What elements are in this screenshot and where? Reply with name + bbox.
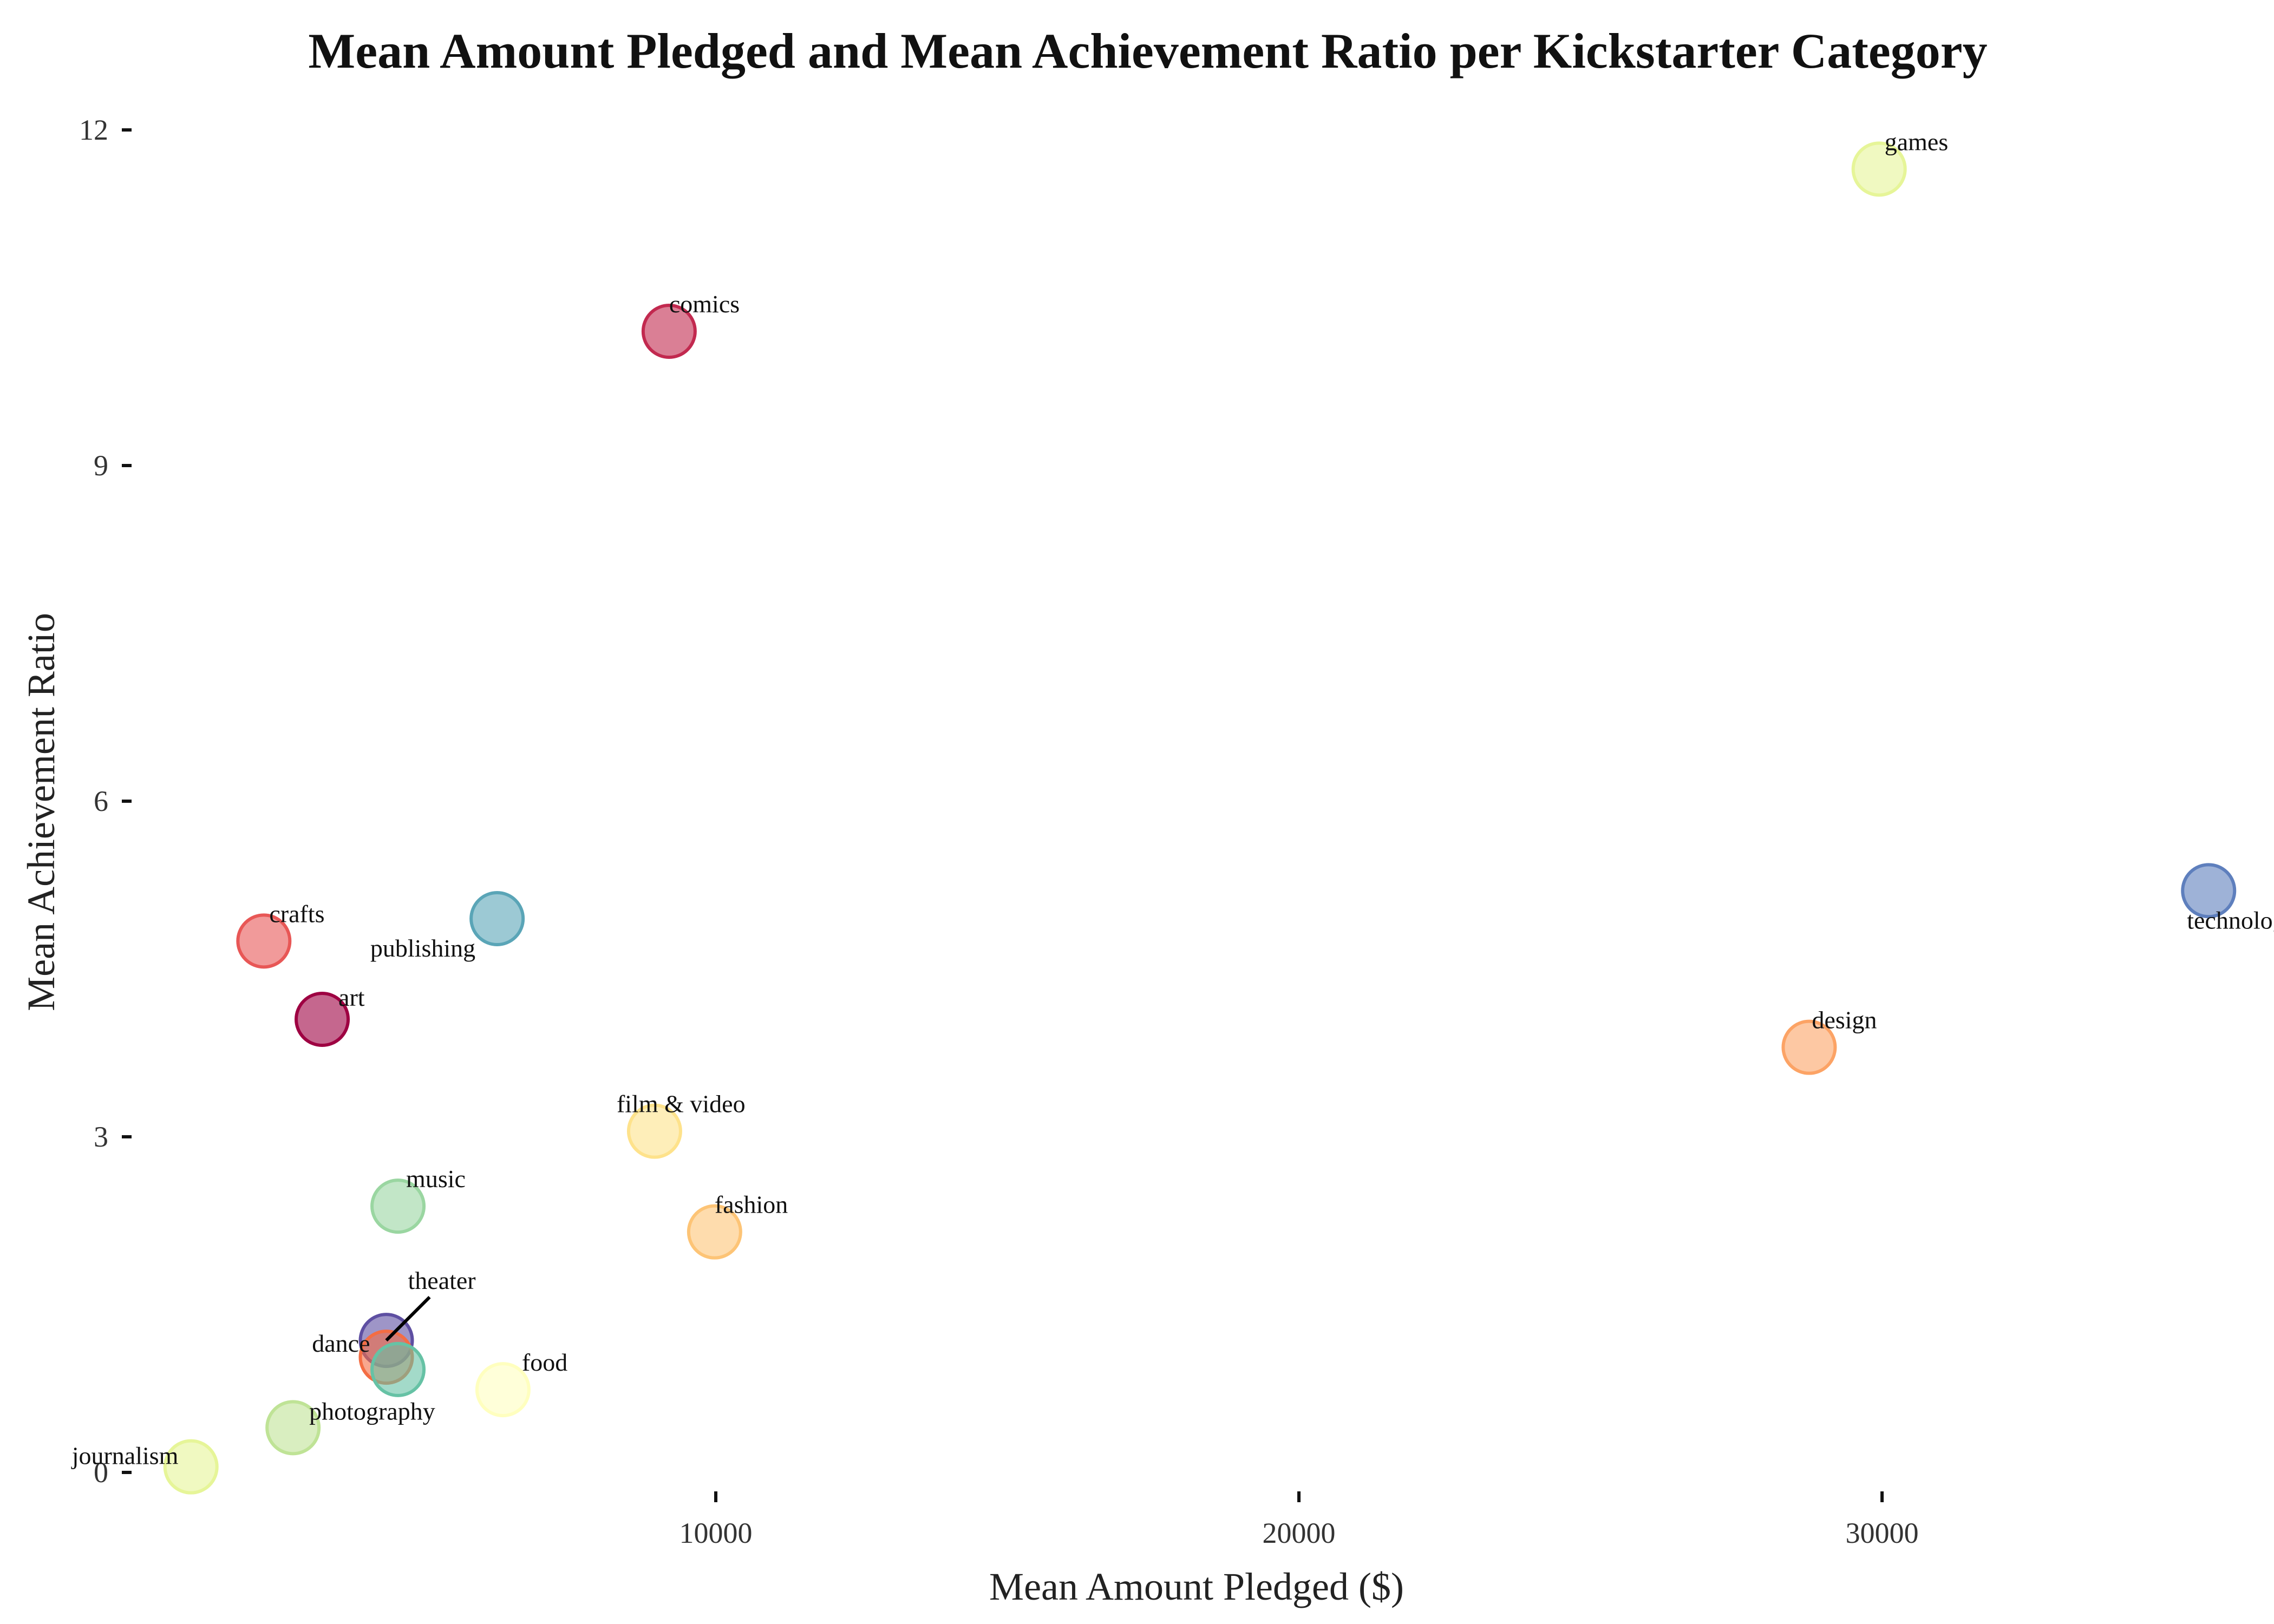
point-label: design (1812, 1006, 1877, 1034)
x-axis-label: Mean Amount Pledged ($) (989, 1565, 1404, 1608)
data-point (265, 1400, 321, 1456)
point-label: publishing (370, 934, 475, 962)
data-point (163, 1439, 219, 1495)
point-labels: games comics technology publishing crafts art… (71, 128, 2274, 1469)
x-tick-label: 10000 (679, 1517, 753, 1549)
point-label: technology (2187, 906, 2274, 934)
data-point (1851, 141, 1907, 197)
y-axis-ticks: 0 3 6 9 12 (79, 114, 132, 1489)
point-label: film & video (617, 1090, 746, 1118)
y-axis-label: Mean Achievement Ratio (19, 613, 63, 1011)
point-label: theater (408, 1267, 476, 1294)
x-tick-label: 20000 (1263, 1517, 1336, 1549)
point-label: art (338, 984, 365, 1011)
y-tick-label: 12 (79, 114, 108, 146)
y-tick-label: 9 (94, 449, 108, 482)
data-point (475, 1362, 531, 1418)
data-point (469, 891, 525, 946)
y-tick-label: 0 (94, 1456, 108, 1489)
point-label: comics (669, 290, 740, 318)
y-tick-label: 6 (94, 785, 108, 817)
y-tick-label: 3 (94, 1121, 108, 1153)
point-label: dance (312, 1330, 370, 1357)
data-point (626, 1103, 682, 1159)
data-point (687, 1204, 742, 1260)
data-point (370, 1178, 426, 1234)
point-label: food (522, 1348, 567, 1376)
data-point (2181, 863, 2237, 919)
data-point (236, 913, 292, 969)
chart-title: Mean Amount Pledged and Mean Achievement… (308, 23, 1987, 78)
data-point (370, 1341, 426, 1397)
data-point (295, 992, 350, 1047)
point-label: fashion (715, 1191, 788, 1219)
point-label: games (1885, 128, 1949, 155)
point-label: crafts (269, 900, 324, 927)
data-points (163, 141, 2237, 1495)
x-tick-label: 30000 (1846, 1517, 1919, 1549)
data-point (641, 304, 697, 359)
data-point (1781, 1019, 1837, 1075)
x-axis-ticks: 10000 20000 30000 (679, 1491, 1919, 1549)
point-label: photography (309, 1397, 435, 1425)
point-label: music (406, 1165, 466, 1193)
point-label: journalism (71, 1442, 179, 1470)
annotation-arrow (385, 1296, 431, 1342)
